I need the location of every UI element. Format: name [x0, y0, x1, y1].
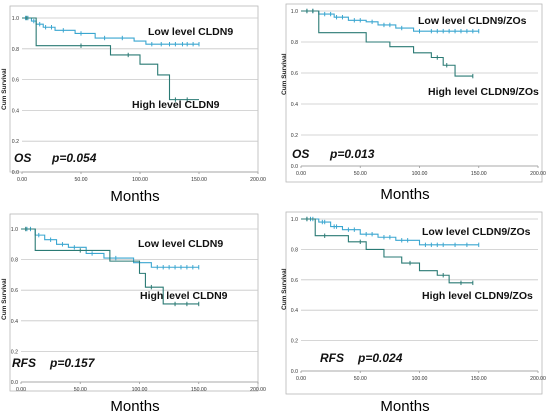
km-plot-os-cldn9: 0.0 0.2 0.4 0.6 0.8 1.0 0.00 50.00 100.00 150.00 2… — [0, 0, 270, 208]
low-level-survival-curve — [301, 10, 479, 32]
km-plot-rfs-cldn9: 0.0 0.2 0.4 0.6 0.8 1.0 0.00 50.00 100.00 150.00 2… — [0, 210, 270, 417]
x-tick-label: 100.00 — [412, 171, 428, 177]
km-plot-os-cldn9-zos: 0.0 0.2 0.4 0.6 0.8 1.0 0.00 50.00 100.00 150.00 2… — [280, 0, 550, 208]
low-level-label: Low level CLDN9/ZOs — [418, 15, 527, 27]
y-tick-label: 0.0 — [291, 369, 298, 375]
y-axis-label: Cum Survival — [1, 278, 8, 320]
x-tick-label: 0.00 — [296, 376, 306, 382]
low-level-survival-curve — [21, 228, 199, 268]
plot-frame — [285, 3, 543, 183]
y-tick-label: 1.0 — [12, 16, 19, 22]
high-level-label: High level CLDN9/ZOs — [428, 86, 539, 98]
x-tick-label: 0.00 — [16, 387, 26, 393]
y-tick-label: 1.0 — [291, 217, 298, 223]
y-axis-label: Cum Survival — [281, 53, 288, 95]
x-tick-label: 50.00 — [75, 177, 88, 183]
high-level-label: High level CLDN9 — [132, 99, 220, 111]
x-axis-title: Months — [95, 398, 175, 416]
x-tick-label: 0.00 — [296, 171, 306, 177]
y-tick-label: 0.8 — [291, 247, 298, 253]
km-chart-svg: 0.0 0.2 0.4 0.6 0.8 1.0 0.00 50.00 100.00 150.00 2… — [281, 211, 546, 395]
y-tick-label: 0.2 — [11, 349, 18, 355]
low-level-label: Low level CLDN9/ZOs — [422, 226, 531, 238]
x-tick-label: 50.00 — [354, 171, 367, 177]
x-tick-label: 150.00 — [191, 387, 207, 393]
y-tick-label: 0.2 — [291, 133, 298, 139]
high-level-survival-curve — [22, 17, 199, 101]
plot-frame — [9, 5, 259, 173]
x-tick-label: 100.00 — [412, 376, 428, 382]
statistic-name: OS — [14, 151, 31, 165]
y-tick-label: 0.6 — [11, 288, 18, 294]
statistic-name: RFS — [320, 351, 344, 365]
y-tick-label: 0.2 — [291, 339, 298, 345]
x-tick-label: 150.00 — [471, 376, 487, 382]
y-tick-label: 0.4 — [11, 319, 18, 325]
y-tick-label: 0.0 — [291, 164, 298, 170]
statistic-name: OS — [292, 147, 309, 161]
y-tick-label: 0.0 — [11, 380, 18, 386]
y-tick-label: 0.8 — [12, 47, 19, 53]
x-tick-label: 200.00 — [530, 171, 546, 177]
p-value: p=0.013 — [329, 147, 375, 161]
x-tick-label: 50.00 — [74, 387, 87, 393]
km-chart-svg: 0.0 0.2 0.4 0.6 0.8 1.0 0.00 50.00 100.00 150.00 2… — [281, 3, 546, 183]
x-axis-label: Months — [110, 188, 160, 205]
y-tick-label: 0.6 — [12, 78, 19, 84]
km-plot-rfs-cldn9-zos: 0.0 0.2 0.4 0.6 0.8 1.0 0.00 50.00 100.00 150.00 2… — [280, 210, 550, 417]
y-tick-label: 0.6 — [291, 71, 298, 77]
km-chart-svg: 0.0 0.2 0.4 0.6 0.8 1.0 0.00 50.00 100.00 150.00 2… — [1, 213, 266, 393]
high-level-survival-curve — [301, 218, 473, 284]
y-tick-label: 1.0 — [291, 9, 298, 15]
y-tick-label: 0.8 — [291, 40, 298, 46]
low-level-label: Low level CLDN9 — [138, 238, 223, 250]
x-tick-label: 200.00 — [530, 376, 546, 382]
x-axis-label: Months — [380, 398, 430, 415]
x-tick-label: 100.00 — [132, 387, 148, 393]
x-tick-label: 200.00 — [250, 177, 266, 183]
x-tick-label: 150.00 — [191, 177, 207, 183]
low-level-survival-curve — [22, 17, 199, 45]
statistic-name: RFS — [12, 356, 36, 370]
x-axis-title: Months — [95, 188, 175, 206]
plot-frame — [285, 211, 543, 395]
x-tick-label: 200.00 — [250, 387, 266, 393]
km-chart-svg: 0.0 0.2 0.4 0.6 0.8 1.0 0.00 50.00 100.00 150.00 2… — [1, 5, 266, 183]
plot-frame — [9, 213, 259, 392]
x-axis-label: Months — [380, 186, 430, 203]
y-tick-label: 0.6 — [291, 278, 298, 284]
x-tick-label: 0.00 — [17, 177, 27, 183]
p-value: p=0.157 — [49, 356, 96, 370]
y-axis-label: Cum Survival — [1, 68, 8, 110]
p-value: p=0.054 — [51, 151, 97, 165]
x-tick-label: 150.00 — [471, 171, 487, 177]
y-tick-label: 1.0 — [11, 227, 18, 233]
y-tick-label: 0.2 — [12, 139, 19, 145]
x-tick-label: 100.00 — [132, 177, 148, 183]
high-level-survival-curve — [301, 10, 473, 77]
y-axis-label: Cum Survival — [281, 268, 288, 310]
low-level-label: Low level CLDN9 — [148, 26, 233, 38]
high-level-label: High level CLDN9/ZOs — [422, 290, 533, 302]
p-value: p=0.024 — [357, 351, 403, 365]
y-tick-label: 0.4 — [291, 308, 298, 314]
y-tick-label: 0.4 — [12, 108, 19, 114]
x-axis-title: Months — [365, 398, 445, 416]
y-tick-label: 0.0 — [12, 170, 19, 176]
x-axis-label: Months — [110, 398, 160, 415]
high-level-label: High level CLDN9 — [140, 290, 228, 302]
x-axis-title: Months — [365, 186, 445, 204]
y-tick-label: 0.8 — [11, 258, 18, 264]
x-tick-label: 50.00 — [354, 376, 367, 382]
y-tick-label: 0.4 — [291, 102, 298, 108]
high-level-survival-curve — [21, 228, 199, 305]
